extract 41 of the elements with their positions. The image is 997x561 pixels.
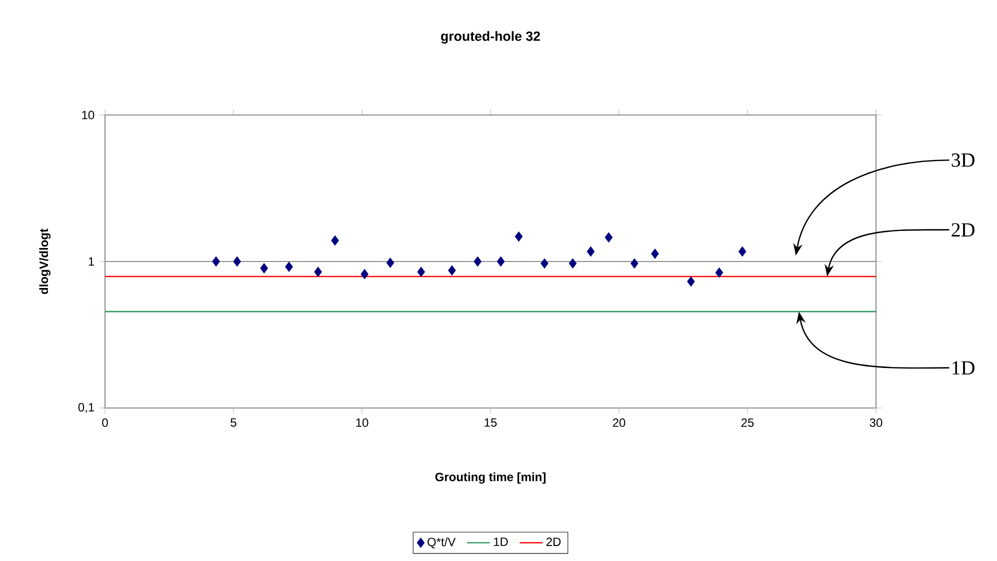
chart-title: grouted-hole 32 [441, 31, 540, 44]
annotation: 2D [952, 223, 974, 236]
point [285, 262, 293, 272]
point [448, 265, 456, 276]
point [604, 232, 613, 242]
annotation: 1D [952, 361, 974, 374]
point [651, 248, 659, 259]
legend-label: Q*t/V [428, 537, 456, 548]
x-tick-label: 30 [870, 418, 882, 427]
point [514, 231, 523, 242]
point [233, 256, 241, 267]
point [630, 258, 638, 269]
point [687, 276, 695, 287]
x-tick-label: 0 [102, 418, 108, 427]
point [260, 263, 268, 274]
y-axis-title: dlogV/dlogt [39, 228, 50, 294]
x-tick-label: 20 [612, 418, 626, 427]
point [568, 258, 577, 269]
point [331, 235, 339, 246]
x-tick-label: 5 [230, 418, 236, 427]
x-axis-title: Grouting time [min] [435, 472, 546, 484]
point [586, 246, 595, 257]
point [540, 258, 548, 269]
legend-label: 2D [546, 538, 561, 546]
point [496, 256, 505, 267]
point [715, 268, 724, 278]
x-tick-label: 10 [356, 418, 368, 427]
y-tick-label: 10 [82, 110, 94, 120]
point [386, 258, 394, 268]
x-tick-label: 15 [484, 418, 497, 427]
text: 3D [952, 153, 974, 167]
point [417, 266, 425, 277]
point [314, 266, 322, 277]
y-tick-label: 1 [88, 257, 94, 266]
point [212, 256, 220, 267]
x-tick-label: 25 [741, 418, 754, 427]
point [360, 269, 368, 280]
point [738, 246, 746, 257]
point [474, 256, 482, 267]
legend-label: 1D [494, 538, 508, 546]
y-tick-label: 0,1 [78, 403, 94, 413]
